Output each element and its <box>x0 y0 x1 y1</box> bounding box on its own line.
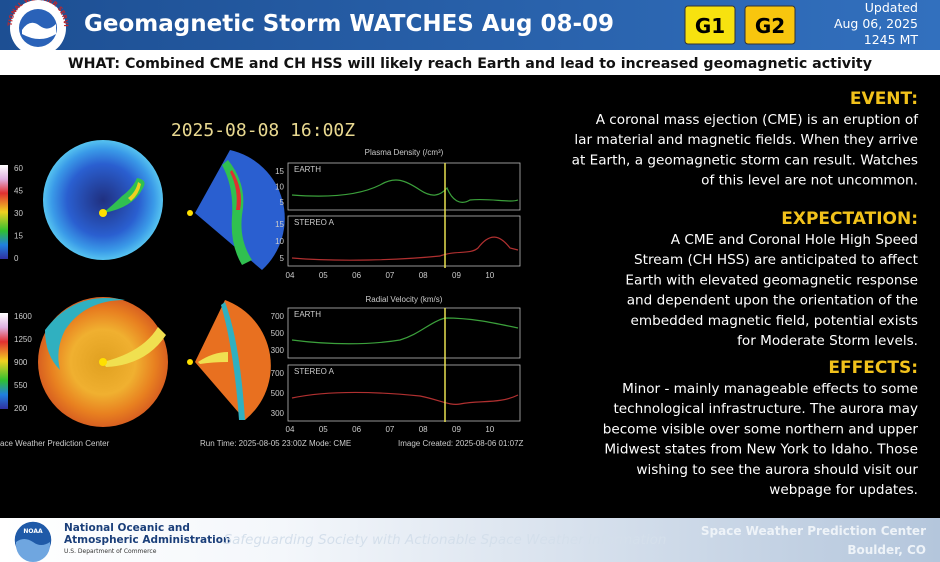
updated-time: 1245 MT <box>864 32 919 47</box>
colorbar-label: 1250 <box>14 335 32 344</box>
plot-title: Radial Velocity (km/s) <box>366 295 443 304</box>
y-tick-label: 700 <box>271 312 285 321</box>
x-tick-label: 10 <box>485 271 494 280</box>
x-tick-label: 05 <box>319 425 328 434</box>
y-tick-label: 10 <box>275 237 284 246</box>
x-tick-label: 08 <box>419 271 428 280</box>
updated-date: Aug 06, 2025 <box>834 16 918 31</box>
x-tick-label: 06 <box>352 425 361 434</box>
y-tick-label: 15 <box>275 167 284 176</box>
timestamp: 2025-08-08 16:00Z <box>171 120 355 141</box>
center-name: Space Weather Prediction Center <box>701 524 926 538</box>
section-line: Earth with elevated geomagnetic response <box>625 272 918 288</box>
plot-title: Plasma Density (/cm³) <box>365 148 444 157</box>
badge-label: G2 <box>755 14 785 38</box>
section-line: lar material and magnetic fields. When t… <box>574 132 918 148</box>
y-tick-label: 5 <box>280 198 285 207</box>
colorbar-label: 900 <box>14 358 28 367</box>
colorbar-label: 30 <box>14 209 23 218</box>
text-panel: EVENT: A coronal mass ejection (CME) is a… <box>572 89 920 498</box>
section-line: at Earth, a geomagnetic storm can result… <box>572 152 918 168</box>
org-name: National Oceanic and <box>64 522 190 534</box>
section-line: of this level are not uncommon. <box>701 173 918 189</box>
updated: Updated <box>865 0 918 15</box>
footer <box>0 518 940 562</box>
badge-label: G1 <box>695 14 725 38</box>
x-tick-label: 07 <box>385 425 394 434</box>
panel-label: EARTH <box>294 165 321 174</box>
y-tick-label: 500 <box>271 329 285 338</box>
colorbar-label: 200 <box>14 404 28 413</box>
badge-g1 <box>684 5 736 45</box>
plot-frame <box>287 307 521 359</box>
section-heading: EXPECTATION: <box>781 209 918 229</box>
colorbar-label: 1600 <box>14 312 32 321</box>
x-tick-label: 06 <box>352 271 361 280</box>
section-line: Stream (CH HSS) are anticipated to affec… <box>634 252 918 268</box>
x-tick-label: 09 <box>452 271 461 280</box>
org-name: Atmospheric Administration <box>64 534 230 546</box>
x-tick-label: 09 <box>452 425 461 434</box>
section-line: A coronal mass ejection (CME) is an erup… <box>596 112 920 128</box>
section-heading: EFFECTS: <box>828 358 918 378</box>
colorbar <box>0 165 8 259</box>
section-line: A CME and Coronal Hole High Speed <box>671 232 918 248</box>
y-tick-label: 5 <box>280 254 285 263</box>
section-line: Minor - mainly manageable effects to som… <box>622 381 918 397</box>
x-tick-label: 04 <box>286 425 295 434</box>
panel-label: EARTH <box>294 310 321 319</box>
noaa-logo-text: NOAA <box>23 528 43 535</box>
density-disk <box>43 140 163 260</box>
panel-label: STEREO A <box>294 367 335 376</box>
x-tick-label: 04 <box>286 271 295 280</box>
model-image: 2025-08-08 16:00Z 6045301501600125090055… <box>0 120 524 448</box>
y-tick-label: 10 <box>275 183 284 192</box>
location: Boulder, CO <box>847 543 926 557</box>
section-line: webpage for updates. <box>769 482 918 498</box>
y-tick-label: 500 <box>271 389 285 398</box>
x-tick-label: 07 <box>385 271 394 280</box>
y-tick-label: 700 <box>271 369 285 378</box>
image-created: Image Created: 2025-08-06 01:07Z <box>398 439 524 448</box>
noaa-logo: NOAA <box>13 520 53 562</box>
section-line: technological infrastructure. The aurora… <box>613 401 918 417</box>
section-line: for Moderate Storm levels. <box>737 333 918 349</box>
what-text: WHAT: Combined CME and CH HSS will likel… <box>68 56 872 72</box>
x-tick-label: 08 <box>419 425 428 434</box>
plot-frame <box>287 364 521 422</box>
colorbar-label: 45 <box>14 187 23 196</box>
x-tick-label: 10 <box>485 425 494 434</box>
what-bar <box>0 50 940 75</box>
section-line: Midwest states from New York to Idaho. T… <box>604 442 918 458</box>
tagline: Safeguarding Society with Actionable Spa… <box>224 532 667 548</box>
x-tick-label: 05 <box>319 271 328 280</box>
section-line: embedded magnetic field, potential exist… <box>631 313 918 329</box>
section-heading: EVENT: <box>850 89 918 109</box>
colorbar-label: 550 <box>14 381 28 390</box>
run-time: Run Time: 2025-08-05 23:00Z Mode: CME <box>200 439 351 448</box>
plot-frame <box>287 162 521 211</box>
credit: ace Weather Prediction Center <box>0 439 110 448</box>
section-line: wishing to see the aurora should visit o… <box>636 462 918 478</box>
title: Geomagnetic Storm WATCHES Aug 08-09 <box>84 11 614 37</box>
dept: U.S. Department of Commerce <box>64 548 157 555</box>
plot-frame <box>287 215 521 267</box>
y-tick-label: 300 <box>271 409 285 418</box>
colorbar-label: 15 <box>14 232 23 241</box>
colorbar-label: 60 <box>14 164 23 173</box>
colorbar <box>0 313 8 409</box>
y-tick-label: 300 <box>271 346 285 355</box>
panel-label: STEREO A <box>294 218 335 227</box>
section-line: and dependent upon the orientation of th… <box>627 293 918 309</box>
y-tick-label: 15 <box>275 220 284 229</box>
section-line: become visible over some northern and up… <box>603 421 919 437</box>
colorbar-label: 0 <box>14 254 19 263</box>
badge-g2 <box>744 5 796 45</box>
